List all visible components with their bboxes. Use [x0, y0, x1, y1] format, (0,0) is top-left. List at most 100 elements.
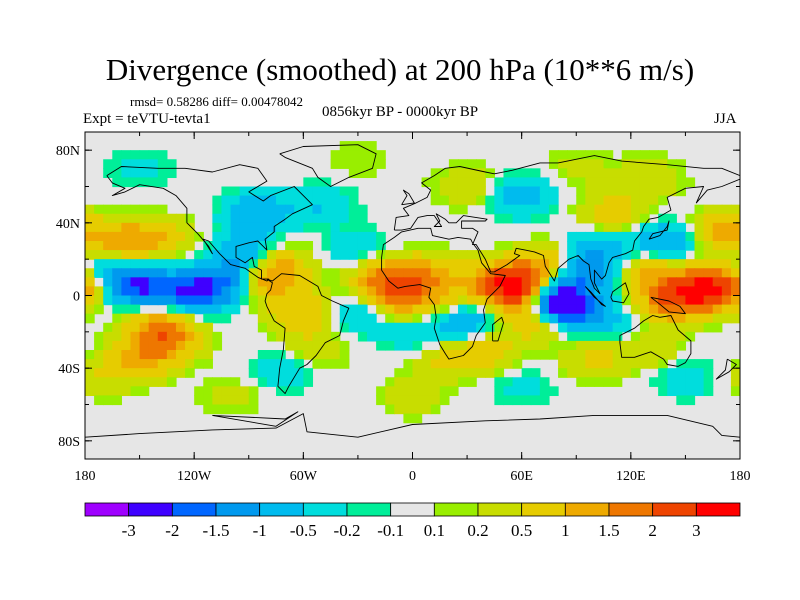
field-cell [485, 295, 495, 306]
field-cell [576, 250, 586, 260]
field-cell [130, 350, 141, 360]
field-cell [230, 377, 241, 387]
field-cell [685, 368, 696, 378]
field-cell [521, 368, 532, 378]
field-cell [512, 322, 523, 333]
field-cell [148, 204, 159, 215]
field-cell [639, 204, 650, 215]
field-cell [567, 340, 577, 351]
field-cell [121, 386, 132, 397]
field-cell [285, 204, 295, 215]
field-cell [676, 268, 687, 278]
field-cell [494, 286, 505, 297]
field-cell [139, 313, 150, 324]
field-cell [457, 159, 468, 169]
field-cell [339, 250, 350, 260]
field-cell [548, 204, 559, 215]
field-cell [239, 186, 250, 197]
field-cell [294, 322, 304, 333]
field-cell [357, 295, 368, 306]
field-cell [558, 313, 568, 324]
field-cell [212, 340, 223, 351]
field-cell [139, 259, 150, 269]
field-cell [348, 168, 359, 179]
field-cell [703, 231, 714, 242]
field-cell [576, 322, 586, 333]
field-cell [548, 195, 559, 206]
field-cell [103, 359, 113, 369]
field-cell [649, 377, 659, 387]
field-cell [103, 286, 113, 297]
field-cell [185, 340, 195, 351]
field-cell [185, 213, 195, 224]
field-cell [448, 277, 459, 288]
field-cell [576, 331, 586, 342]
field-cell [503, 286, 514, 297]
field-cell [621, 177, 632, 188]
field-cell [112, 213, 122, 224]
field-cell [157, 286, 168, 297]
field-cell [639, 286, 650, 297]
field-cell [303, 322, 314, 333]
field-cell [567, 322, 577, 333]
field-cell [157, 259, 168, 269]
field-cell [612, 322, 623, 333]
field-cell [103, 395, 113, 406]
field-cell [476, 322, 486, 333]
field-cell [148, 295, 159, 306]
field-cell [157, 350, 168, 360]
field-cell [457, 331, 468, 342]
field-cell [394, 395, 405, 406]
field-cell [576, 213, 586, 224]
field-cell [194, 259, 204, 269]
field-cell [430, 404, 441, 415]
field-cell [276, 231, 286, 242]
field-cell [230, 186, 241, 197]
field-cell [321, 340, 332, 351]
field-cell [603, 159, 614, 169]
field-cell [639, 241, 650, 251]
field-cell [649, 168, 659, 179]
field-cell [576, 295, 586, 306]
field-cell [203, 340, 213, 351]
field-cell [512, 168, 523, 179]
field-cell [166, 322, 177, 333]
field-cell [212, 295, 223, 306]
field-cell [276, 268, 286, 278]
field-cell [130, 213, 141, 224]
field-cell [694, 213, 705, 224]
field-cell [639, 304, 650, 315]
field-cell [567, 241, 577, 251]
field-cell [685, 277, 696, 288]
field-cell [448, 250, 459, 260]
field-cell [403, 386, 414, 397]
colorbar-label: 0.2 [467, 521, 488, 540]
field-cell [130, 386, 141, 397]
field-cell [103, 386, 113, 397]
field-cell [494, 204, 505, 215]
field-cell [721, 295, 732, 306]
field-cell [421, 386, 432, 397]
field-cell [257, 286, 268, 297]
field-cell [457, 204, 468, 215]
field-cell [476, 168, 486, 179]
field-cell [203, 404, 213, 415]
field-cell [94, 231, 104, 242]
field-cell [521, 313, 532, 324]
field-cell [521, 304, 532, 315]
field-cell [548, 331, 559, 342]
field-cell [512, 386, 523, 397]
lat-tick-label: 80N [56, 144, 80, 159]
field-cell [658, 168, 668, 179]
field-cell [385, 250, 395, 260]
field-cell [94, 295, 104, 306]
field-cell [294, 277, 304, 288]
field-cell [357, 277, 368, 288]
field-cell [494, 386, 505, 397]
field-cell [457, 250, 468, 260]
field-cell [248, 195, 259, 206]
field-cell [548, 250, 559, 260]
field-cell [412, 395, 423, 406]
field-cell [576, 340, 586, 351]
field-cell [485, 204, 495, 215]
